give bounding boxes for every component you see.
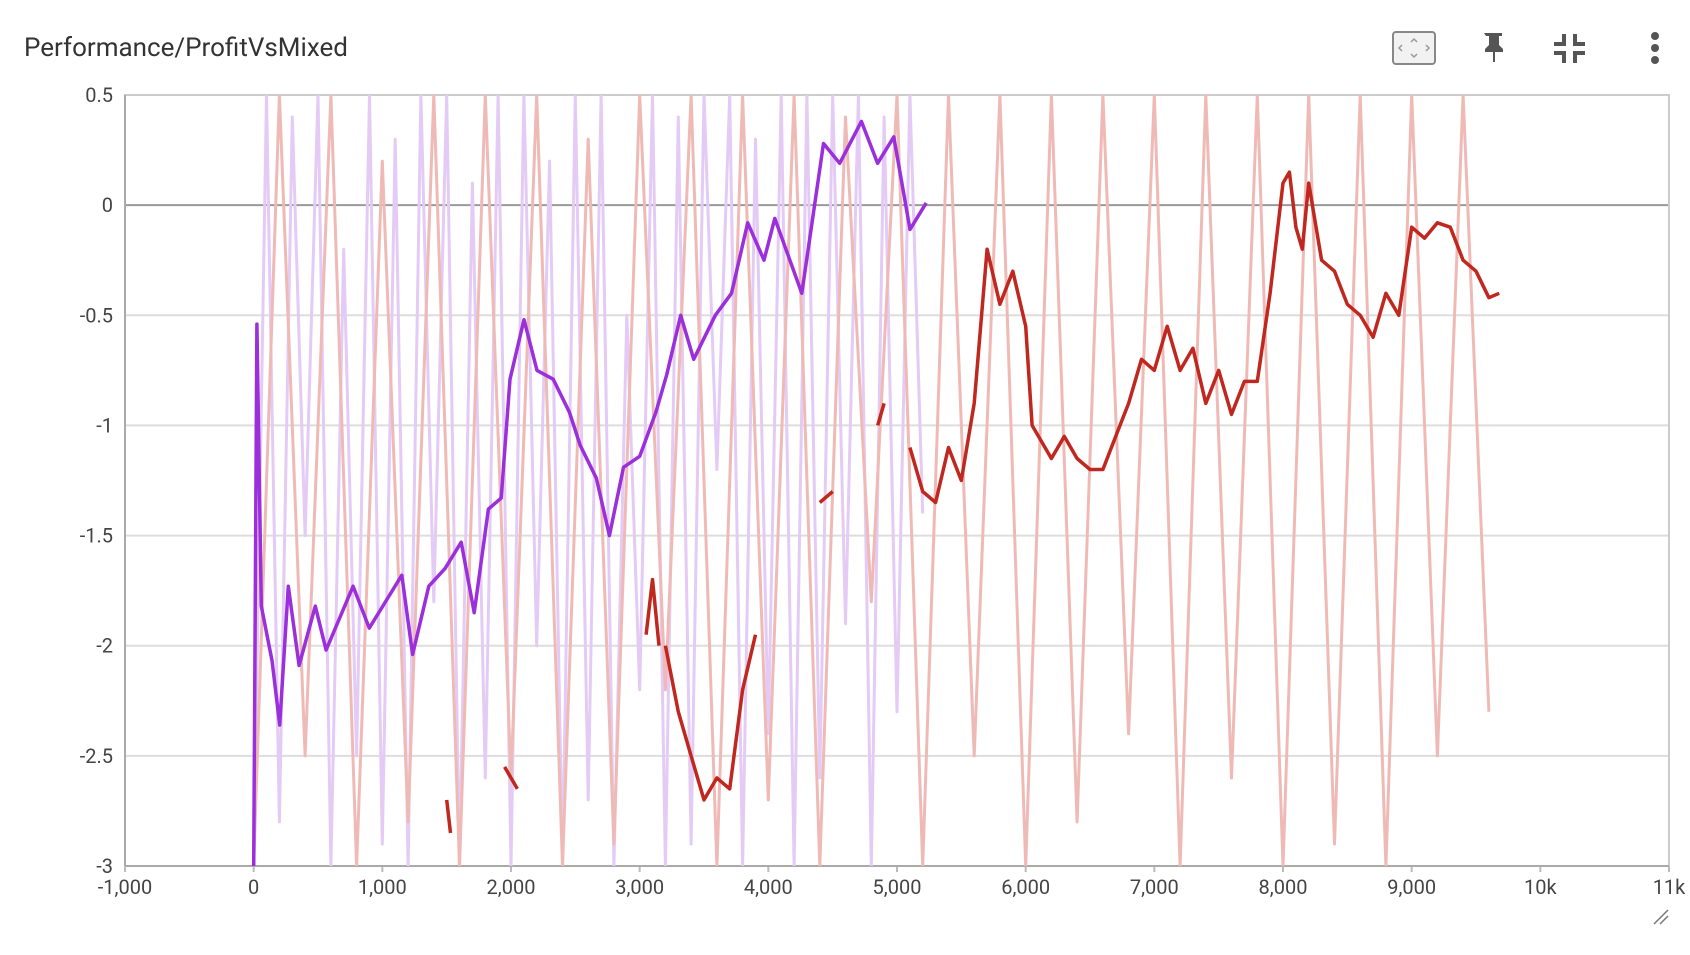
x-tick-label: 4,000 [744,875,793,899]
x-tick-label: 10k [1524,875,1557,899]
y-tick-label: 0 [102,193,113,217]
collapse-icon[interactable] [1554,34,1585,63]
x-tick-label: 6,000 [1001,875,1050,899]
x-tick-label: 11k [1653,875,1686,899]
plot-area [251,95,1500,866]
fit-domain-icon[interactable] [1392,31,1436,65]
x-tick-label: 2,000 [487,875,536,899]
y-tick-label: 0.5 [85,83,113,107]
fit-domain-arrows[interactable] [1397,37,1431,59]
more-dot[interactable] [1651,44,1659,52]
resize-handle[interactable] [1653,909,1669,925]
x-tick-label: 1,000 [358,875,407,899]
y-tick-label: -2 [96,634,113,658]
series-line [444,170,1500,834]
pin-button[interactable] [1484,33,1503,62]
series-line [251,119,928,866]
y-tick-label: -0.5 [80,303,113,327]
x-tick-label: 0 [248,875,259,899]
y-tick-label: -3 [96,854,113,878]
x-tick-label: 9,000 [1387,875,1436,899]
y-tick-label: -1.5 [80,524,113,548]
more-dot[interactable] [1651,32,1659,40]
x-tick-label: 8,000 [1259,875,1308,899]
pin-icon[interactable] [1484,33,1503,62]
y-tick-label: -2.5 [80,744,113,768]
x-tick-label: 5,000 [873,875,922,899]
more-button[interactable] [1651,32,1659,64]
more-dot[interactable] [1651,56,1659,64]
fit-domain-button[interactable] [1392,31,1436,65]
collapse-button[interactable] [1554,34,1585,63]
x-tick-label: 7,000 [1130,875,1179,899]
x-tick-label: 3,000 [615,875,664,899]
series-line [252,95,925,866]
x-tick-label: -1,000 [98,875,152,899]
chart-title: Performance/ProfitVsMixed [24,33,348,63]
y-tick-label: -1 [96,413,113,437]
series-line [252,95,1491,866]
